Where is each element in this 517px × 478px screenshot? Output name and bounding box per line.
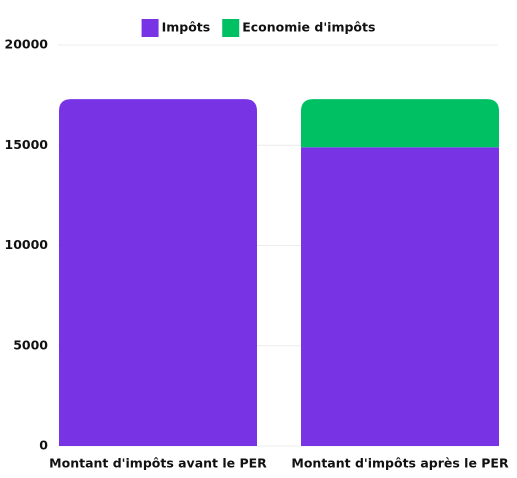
x-tick-label: Montant d'impôts après le PER: [291, 456, 509, 471]
legend: Impôts Economie d'impôts: [141, 19, 375, 37]
bar-segment: [301, 147, 499, 446]
y-tick-label: 10000: [5, 237, 49, 252]
legend-label: Impôts: [162, 20, 211, 35]
y-tick-label: 20000: [5, 37, 49, 52]
legend-label: Economie d'impôts: [242, 20, 375, 35]
y-tick-label: 0: [39, 438, 48, 453]
bar-segment: [301, 99, 499, 148]
y-tick-label: 5000: [13, 337, 48, 352]
legend-swatch: [222, 19, 240, 37]
y-tick-label: 15000: [5, 137, 49, 152]
x-tick-label: Montant d'impôts avant le PER: [49, 456, 267, 471]
bar-segment: [59, 99, 257, 446]
legend-swatch: [141, 19, 159, 37]
